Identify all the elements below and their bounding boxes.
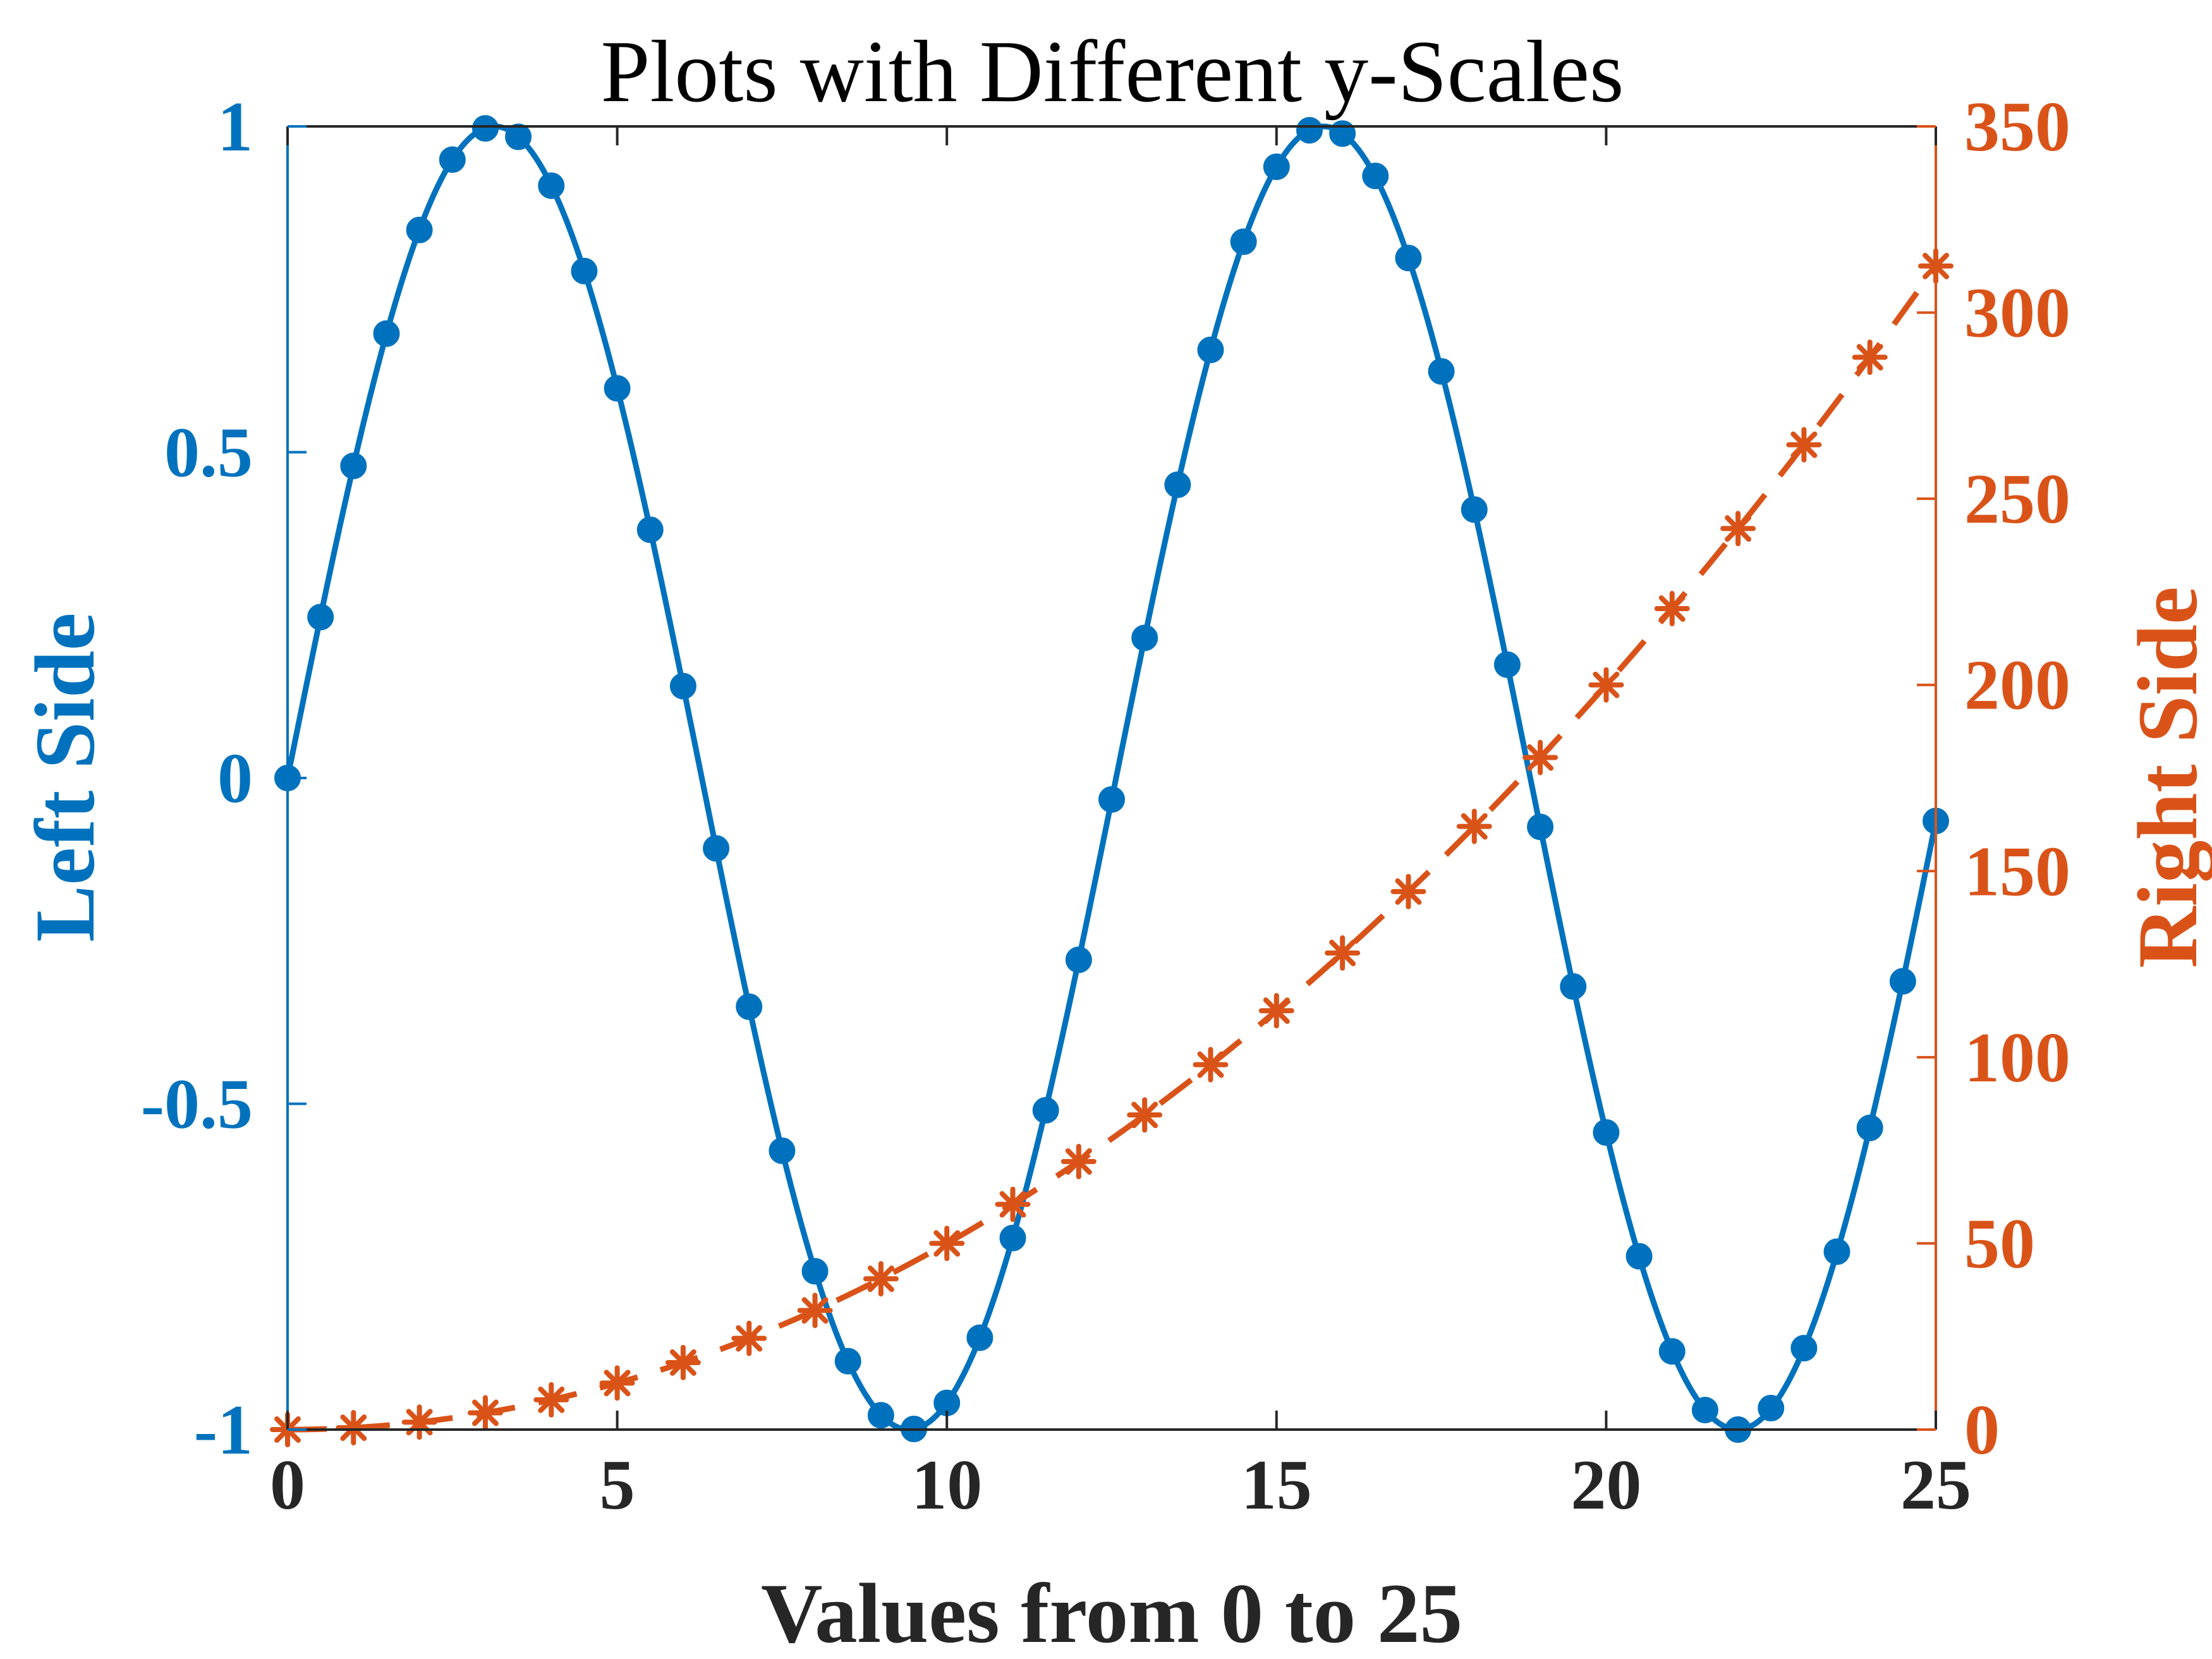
x-tick-label: 0 bbox=[270, 1446, 305, 1524]
data-point-quadratic bbox=[336, 1410, 372, 1446]
left-y-tick-label: 0.5 bbox=[164, 414, 253, 492]
data-point-sine bbox=[1065, 946, 1092, 973]
right-y-tick-label: 0 bbox=[1964, 1391, 2000, 1469]
data-point-quadratic bbox=[1654, 590, 1690, 626]
left-y-axis-label: Left Side bbox=[18, 612, 112, 942]
plot-area bbox=[270, 115, 1954, 1447]
chart-title: Plots with Different y-Scales bbox=[601, 23, 1624, 121]
data-point-sine bbox=[505, 123, 532, 150]
x-tick-label: 10 bbox=[911, 1446, 982, 1524]
left-y-tick-label: 1 bbox=[217, 88, 253, 166]
data-point-sine bbox=[1593, 1119, 1620, 1146]
data-point-sine bbox=[636, 516, 664, 544]
data-point-sine bbox=[1395, 245, 1422, 272]
data-point-sine bbox=[1461, 496, 1488, 523]
data-point-quadratic bbox=[731, 1320, 767, 1356]
data-point-sine bbox=[1197, 336, 1224, 363]
data-point-quadratic bbox=[863, 1261, 899, 1297]
data-point-sine bbox=[1032, 1097, 1059, 1124]
data-point-sine bbox=[1790, 1335, 1818, 1362]
data-point-quadratic bbox=[1456, 808, 1492, 844]
data-point-sine bbox=[1263, 153, 1290, 180]
data-point-sine bbox=[571, 257, 598, 284]
data-point-sine bbox=[340, 453, 367, 480]
data-point-sine bbox=[703, 835, 730, 862]
x-tick-label: 20 bbox=[1571, 1446, 1641, 1524]
data-point-sine bbox=[1098, 786, 1125, 813]
data-point-sine bbox=[1626, 1243, 1653, 1270]
data-point-sine bbox=[538, 172, 565, 199]
data-point-quadratic bbox=[1852, 339, 1888, 375]
data-point-sine bbox=[1428, 358, 1455, 385]
data-point-quadratic bbox=[1390, 873, 1426, 909]
data-point-sine bbox=[1164, 471, 1191, 499]
right-y-tick-label: 300 bbox=[1964, 274, 2070, 353]
data-point-sine bbox=[1131, 624, 1158, 652]
data-point-sine bbox=[1758, 1394, 1785, 1421]
data-point-quadratic bbox=[1720, 511, 1756, 547]
right-y-tick-label: 250 bbox=[1964, 460, 2070, 538]
data-point-sine bbox=[1823, 1238, 1850, 1265]
data-point-sine bbox=[1296, 117, 1323, 144]
data-point-sine bbox=[867, 1402, 894, 1429]
data-point-quadratic bbox=[599, 1365, 635, 1401]
data-point-sine bbox=[1527, 813, 1554, 841]
data-point-sine bbox=[471, 115, 499, 142]
right-y-axis-label: Right Side bbox=[2121, 586, 2212, 968]
data-point-quadratic bbox=[1193, 1047, 1229, 1083]
right-y-tick-label: 350 bbox=[1964, 88, 2070, 166]
right-y-tick-label: 150 bbox=[1964, 832, 2070, 911]
right-y-tick-label: 200 bbox=[1964, 647, 2070, 725]
data-point-sine bbox=[1658, 1338, 1686, 1365]
data-point-sine bbox=[439, 146, 466, 173]
data-point-sine bbox=[834, 1347, 861, 1375]
data-point-quadratic bbox=[665, 1344, 701, 1380]
right-y-tick-label: 100 bbox=[1964, 1019, 2070, 1097]
data-point-quadratic bbox=[1127, 1097, 1163, 1133]
data-point-sine bbox=[966, 1324, 994, 1351]
data-point-quadratic bbox=[1060, 1143, 1097, 1179]
data-point-sine bbox=[999, 1224, 1026, 1251]
data-point-sine bbox=[1329, 120, 1356, 147]
data-point-sine bbox=[736, 993, 763, 1020]
data-point-quadratic bbox=[1258, 993, 1294, 1029]
data-point-sine bbox=[769, 1137, 796, 1164]
data-point-sine bbox=[1856, 1114, 1883, 1141]
data-point-sine bbox=[1560, 973, 1587, 1000]
left-y-tick-label: -1 bbox=[194, 1391, 253, 1469]
right-y-tick-label: 50 bbox=[1964, 1205, 2035, 1283]
data-point-sine bbox=[307, 604, 334, 631]
data-point-quadratic bbox=[797, 1292, 833, 1328]
data-point-quadratic bbox=[1786, 427, 1822, 463]
data-point-quadratic bbox=[995, 1186, 1031, 1222]
data-point-sine bbox=[1362, 162, 1389, 190]
ticks: 0 5 10 15 20 25-1-0.500.510501001502002503003… bbox=[141, 88, 2070, 1524]
data-point-sine bbox=[373, 320, 400, 347]
left-y-tick-label: -0.5 bbox=[141, 1066, 253, 1144]
data-point-sine bbox=[406, 216, 433, 243]
data-point-sine bbox=[1493, 651, 1521, 678]
data-point-quadratic bbox=[467, 1395, 503, 1431]
x-axis-label: Values from 0 to 25 bbox=[761, 1567, 1462, 1659]
data-point-sine bbox=[1230, 228, 1257, 255]
data-point-quadratic bbox=[401, 1404, 437, 1440]
data-point-quadratic bbox=[1325, 935, 1361, 971]
data-point-sine bbox=[1691, 1397, 1718, 1424]
x-tick-label: 5 bbox=[600, 1446, 635, 1524]
data-point-quadratic bbox=[1588, 667, 1624, 703]
left-y-tick-label: 0 bbox=[217, 739, 253, 818]
data-point-sine bbox=[604, 375, 631, 402]
data-point-quadratic bbox=[1522, 739, 1559, 775]
data-point-sine bbox=[669, 672, 696, 700]
x-tick-label: 25 bbox=[1900, 1446, 1971, 1524]
data-point-sine bbox=[1889, 968, 1916, 995]
x-tick-label: 15 bbox=[1241, 1446, 1312, 1524]
data-point-quadratic bbox=[533, 1382, 569, 1418]
data-point-quadratic bbox=[929, 1225, 965, 1261]
data-point-sine bbox=[801, 1258, 829, 1285]
